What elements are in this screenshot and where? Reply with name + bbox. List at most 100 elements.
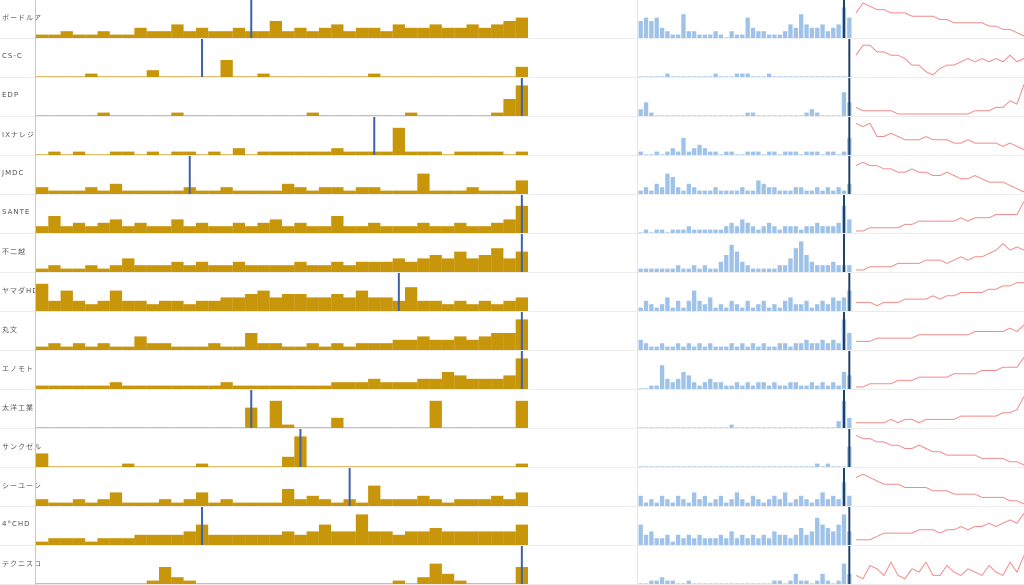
- ticker-row[interactable]: 太洋工業: [0, 390, 1024, 429]
- ticker-row[interactable]: サンクゼル: [0, 429, 1024, 468]
- volume-bar: [355, 583, 369, 584]
- recent-volume-bar: [734, 466, 740, 467]
- volume-bar: [417, 336, 430, 350]
- recent-volume-bar: [793, 76, 798, 77]
- ticker-row[interactable]: EDP: [0, 78, 1024, 117]
- recent-volume-bar: [729, 300, 734, 311]
- recent-volume-bar: [809, 502, 815, 506]
- volume-bar: [405, 583, 418, 584]
- ticker-row[interactable]: ボードルア: [0, 0, 1024, 39]
- volume-bar: [355, 226, 369, 233]
- volume-bar: [97, 300, 110, 311]
- recent-volume-bar: [665, 31, 670, 38]
- ticker-row[interactable]: 不二越: [0, 234, 1024, 273]
- recent-volume-bar: [793, 382, 798, 389]
- volume-bar: [466, 466, 479, 467]
- recent-volume-bar: [638, 583, 643, 584]
- volume-bar: [454, 115, 467, 116]
- ticker-row[interactable]: シーユーシ: [0, 468, 1024, 507]
- volume-bar: [441, 573, 455, 584]
- recent-volume-bar: [766, 307, 772, 311]
- volume-bar: [183, 76, 196, 77]
- volume-bar: [331, 294, 344, 311]
- recent-volume-bar: [772, 382, 777, 389]
- recent-volume-bar: [836, 421, 841, 428]
- volume-bar: [380, 190, 393, 194]
- volume-bar: [245, 190, 258, 194]
- volume-bar: [318, 27, 332, 38]
- recent-volume-bar: [766, 151, 772, 155]
- volume-bar: [515, 297, 528, 311]
- volume-bar: [36, 187, 49, 194]
- volume-bar: [60, 346, 73, 350]
- recent-volume-bar: [745, 151, 750, 155]
- recent-volume-bar: [820, 190, 825, 194]
- volume-history-chart: [36, 195, 528, 233]
- volume-bar: [183, 580, 196, 584]
- recent-volume-bar: [831, 531, 836, 545]
- ticker-row[interactable]: 4°CHD: [0, 507, 1024, 546]
- recent-volume-bar: [793, 304, 798, 311]
- volume-bar: [380, 583, 393, 584]
- recent-volume-bar: [825, 31, 831, 38]
- volume-bar: [60, 427, 73, 428]
- ticker-row[interactable]: ヤマダHD: [0, 273, 1024, 312]
- volume-bar: [368, 427, 381, 428]
- recent-volume-bar: [649, 531, 654, 545]
- volume-bar: [294, 151, 307, 155]
- volume-bar: [134, 427, 147, 428]
- volume-bar: [72, 300, 86, 311]
- volume-bar: [159, 115, 172, 116]
- volume-bar: [245, 502, 258, 506]
- recent-volume-bar: [799, 304, 804, 311]
- ticker-row[interactable]: IXナレジ: [0, 117, 1024, 156]
- volume-bar: [331, 76, 344, 77]
- volume-bar: [159, 265, 172, 272]
- volume-bar: [355, 427, 369, 428]
- ticker-row[interactable]: CS-C: [0, 39, 1024, 78]
- ticker-row[interactable]: SANTE: [0, 195, 1024, 234]
- ticker-row[interactable]: 丸文: [0, 312, 1024, 351]
- recent-volume-bar: [734, 190, 740, 194]
- volume-bar: [269, 76, 282, 77]
- volume-bar: [36, 346, 49, 350]
- recent-volume-bar: [643, 229, 649, 233]
- volume-bar: [195, 222, 209, 233]
- volume-bar: [48, 502, 61, 506]
- recent-volume-bar: [734, 492, 740, 506]
- recent-volume-bar: [643, 76, 649, 77]
- volume-bar: [466, 499, 479, 506]
- volume-bar: [97, 343, 110, 350]
- ticker-row[interactable]: エノモト: [0, 351, 1024, 390]
- volume-history-chart: [36, 156, 528, 194]
- volume-bar: [195, 385, 209, 389]
- recent-volume-bar: [724, 226, 729, 233]
- recent-volume-bar: [697, 466, 702, 467]
- ticker-row[interactable]: JMDC: [0, 156, 1024, 195]
- volume-highlight-marker: [520, 546, 523, 584]
- volume-bar: [109, 427, 123, 428]
- volume-bar: [294, 427, 307, 428]
- volume-bar: [171, 577, 184, 584]
- recent-volume-bar: [745, 427, 750, 428]
- recent-volume-bar: [713, 382, 718, 389]
- recent-volume-bar: [815, 112, 820, 116]
- volume-bar: [269, 343, 282, 350]
- recent-volume-bar: [724, 151, 729, 155]
- recent-volume-bar: [686, 183, 691, 194]
- price-line: [855, 555, 1024, 580]
- volume-bar: [515, 492, 528, 506]
- volume-bar: [491, 531, 504, 545]
- volume-bar: [318, 76, 332, 77]
- volume-bar: [478, 115, 492, 116]
- volume-bar: [478, 255, 492, 272]
- recent-volume-bar: [718, 76, 724, 77]
- volume-bar: [60, 115, 73, 116]
- volume-bar: [122, 76, 135, 77]
- recent-volume-bar: [831, 115, 836, 116]
- ticker-row[interactable]: テクニスコ: [0, 546, 1024, 585]
- volume-bar: [122, 463, 135, 467]
- recent-volume-bar: [799, 187, 804, 194]
- volume-bar: [220, 115, 233, 116]
- volume-bar: [392, 339, 405, 350]
